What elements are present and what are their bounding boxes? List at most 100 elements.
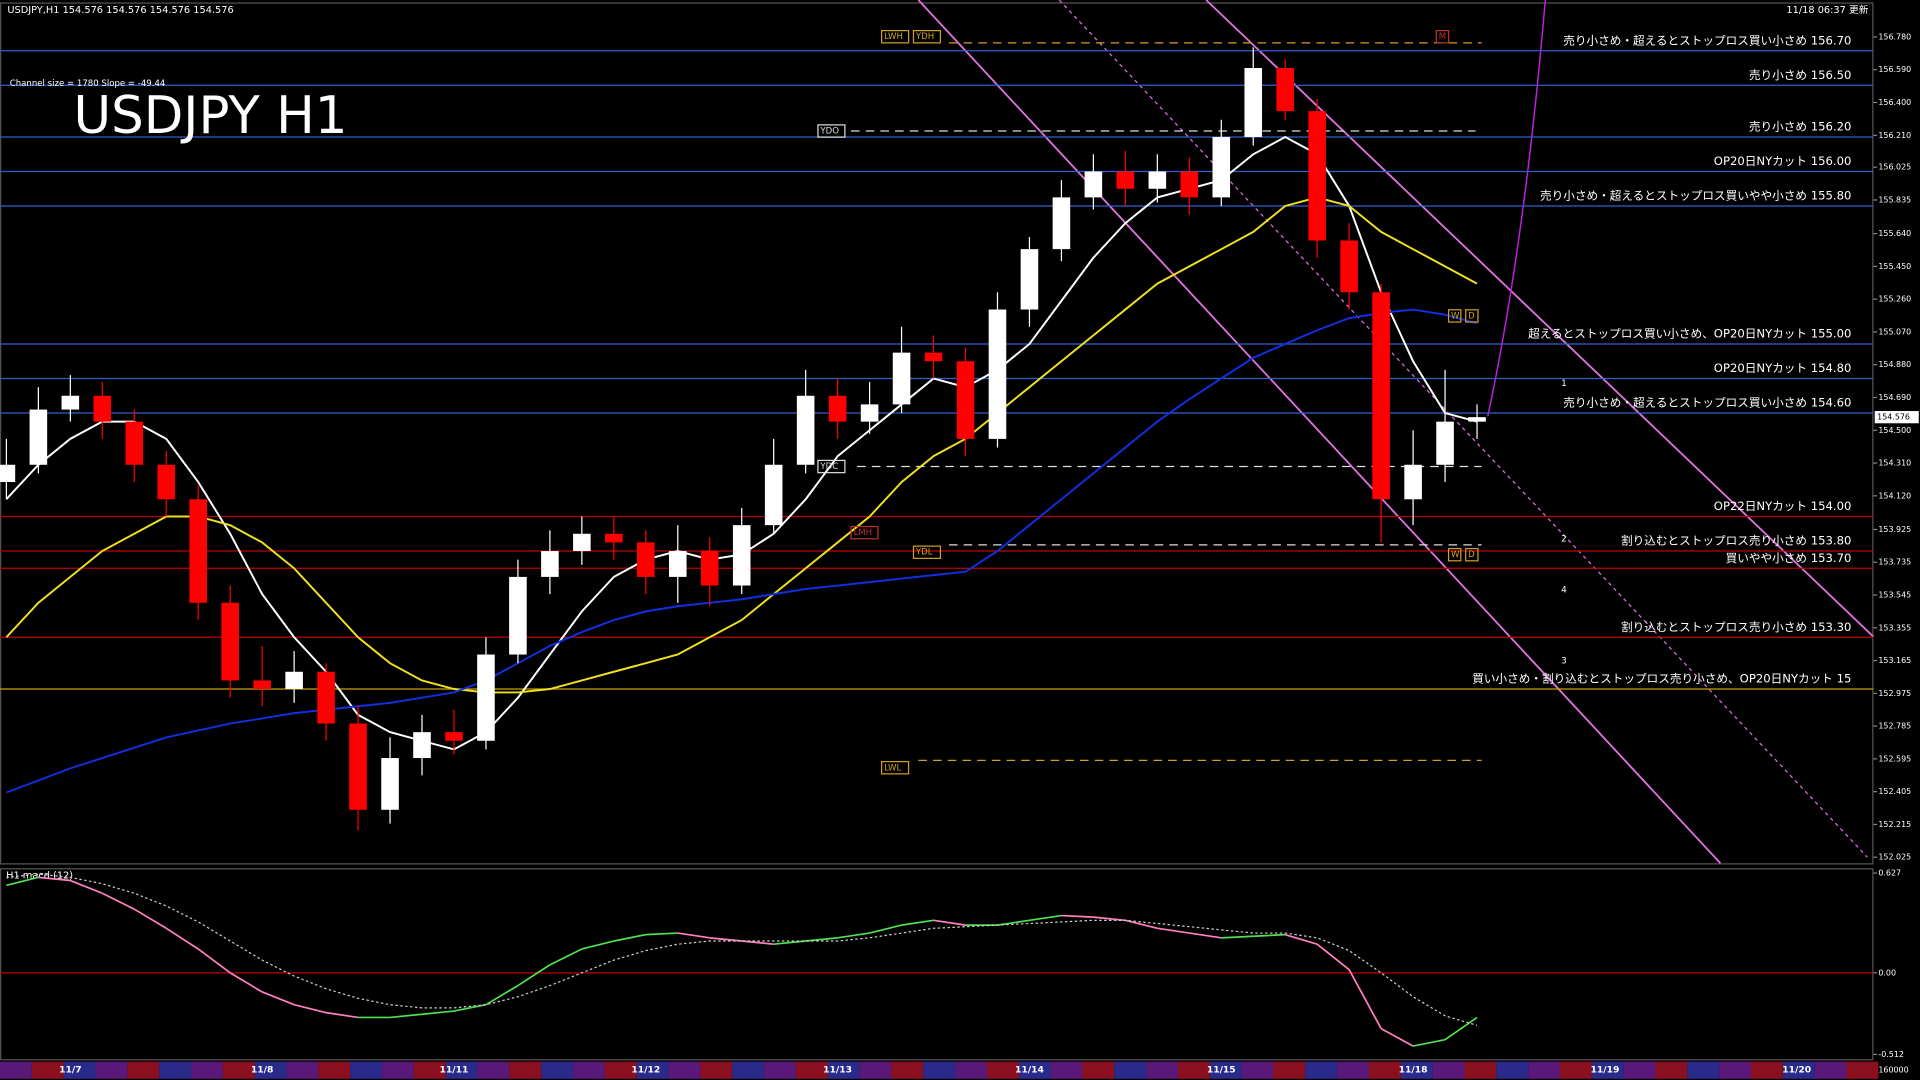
corner-label: 160000 — [1878, 1066, 1908, 1075]
time-bar — [0, 1061, 32, 1079]
macd-panel — [0, 868, 1874, 1061]
y-tick-label: 154.500 — [1878, 426, 1911, 435]
candle-body — [1180, 171, 1199, 198]
macd-title: H1 macd (12) — [6, 871, 73, 882]
time-bar — [1782, 1061, 1815, 1079]
macd-segment — [549, 948, 583, 966]
candle-body — [253, 680, 271, 690]
y-tick-label: 152.785 — [1878, 722, 1911, 731]
candle-body — [29, 409, 48, 465]
candle-body — [349, 723, 367, 810]
y-tick-label: 153.165 — [1878, 656, 1911, 665]
tag-label: W — [1451, 550, 1460, 560]
time-bar — [541, 1061, 574, 1079]
candle-body — [1052, 197, 1071, 250]
tag-label: D — [1468, 550, 1475, 560]
time-bar — [604, 1061, 637, 1079]
time-bar — [1146, 1061, 1178, 1079]
macd-segment — [837, 932, 870, 939]
macd-segment — [229, 972, 263, 993]
candle-body — [61, 395, 80, 410]
time-bar — [1273, 1061, 1306, 1079]
tag-box — [881, 761, 910, 775]
x-tick-label: 11/11 — [440, 1065, 469, 1076]
level-label: 買いやや小さめ 153.70 — [1726, 551, 1852, 565]
signal-line — [6, 873, 1478, 1026]
y-tick-label: 152.975 — [1878, 689, 1911, 698]
candle-body — [1276, 68, 1295, 112]
y-tick-label: 0.627 — [1878, 869, 1901, 878]
time-bar — [1209, 1061, 1242, 1079]
candle-body — [1372, 292, 1390, 500]
macd-segment — [1412, 1038, 1446, 1047]
candle-body — [700, 551, 719, 586]
y-tick-label: 155.070 — [1878, 327, 1911, 336]
candle-body — [860, 404, 879, 422]
macd-segment — [1284, 933, 1318, 946]
level-label: 割り込むとストップロス売り小さめ 153.30 — [1621, 620, 1851, 634]
time-bar — [254, 1061, 287, 1079]
macd-segment — [70, 879, 103, 895]
time-bar — [95, 1061, 128, 1079]
last-price-box — [1874, 411, 1919, 424]
time-bar — [1560, 1061, 1592, 1079]
y-tick-label: 156.025 — [1878, 163, 1911, 172]
level-label: OP20日NYカット 154.80 — [1714, 361, 1852, 375]
time-bar — [382, 1061, 414, 1079]
time-bar — [795, 1061, 828, 1079]
tag-label: M — [1439, 32, 1446, 42]
time-bar — [1751, 1061, 1783, 1079]
candle-body — [445, 732, 463, 741]
y-tick-label: 152.405 — [1878, 787, 1911, 796]
candle-body — [221, 602, 239, 681]
level-label: 売り小さめ・超えるとストップロス買いやや小さめ 155.80 — [1540, 189, 1851, 203]
updated-time: 11/18 06:37 更新 — [1786, 3, 1868, 16]
candle-body — [732, 525, 751, 586]
y-tick-label: 154.310 — [1878, 459, 1911, 468]
level-label: 売り小さめ 156.20 — [1749, 120, 1852, 134]
tag-box — [912, 545, 942, 559]
price-panel — [0, 2, 1874, 865]
tag-box — [912, 30, 942, 44]
tag-label: D — [1468, 311, 1475, 321]
time-bar — [509, 1061, 542, 1079]
time-bar — [477, 1061, 510, 1079]
time-bar — [1050, 1061, 1083, 1079]
channel — [851, 0, 1875, 864]
candle-body — [477, 654, 495, 741]
macd-segment — [581, 940, 615, 950]
candle-body — [828, 395, 847, 422]
macd-segment — [1061, 914, 1094, 918]
time-bar — [286, 1061, 319, 1079]
tag-label: YDO — [819, 127, 839, 137]
candle-body — [1340, 240, 1358, 293]
x-tick-label: 11/12 — [631, 1065, 660, 1076]
macd-segment — [1348, 969, 1382, 1029]
candle-body — [988, 309, 1007, 439]
time-bar — [668, 1061, 701, 1079]
tag-box — [1447, 547, 1462, 562]
candle-body — [605, 533, 623, 543]
time-bar — [573, 1061, 605, 1079]
macd-segment — [421, 1010, 455, 1016]
marks — [0, 47, 1486, 831]
macd-segment — [773, 940, 806, 946]
y-tick-label: 0.00 — [1878, 968, 1896, 977]
macd-segment — [261, 991, 295, 1006]
projection-curve — [1487, 0, 1547, 417]
symbol-info: USDJPY,H1 154.576 154.576 154.576 154.57… — [7, 5, 233, 16]
time-bar — [222, 1061, 255, 1079]
tag-label: 1 — [1561, 379, 1566, 389]
time-bar — [159, 1061, 192, 1079]
tag-label: 3 — [1561, 657, 1566, 667]
time-bar — [1432, 1061, 1465, 1079]
time-bar — [413, 1061, 446, 1079]
macd-segment — [197, 948, 231, 974]
candle-body — [1212, 137, 1231, 198]
time-bar — [1241, 1061, 1274, 1079]
x-tick-label: 11/19 — [1590, 1065, 1619, 1076]
candle-body — [285, 671, 303, 690]
y-tick-label: 156.780 — [1878, 32, 1911, 41]
candle-body — [509, 576, 527, 655]
